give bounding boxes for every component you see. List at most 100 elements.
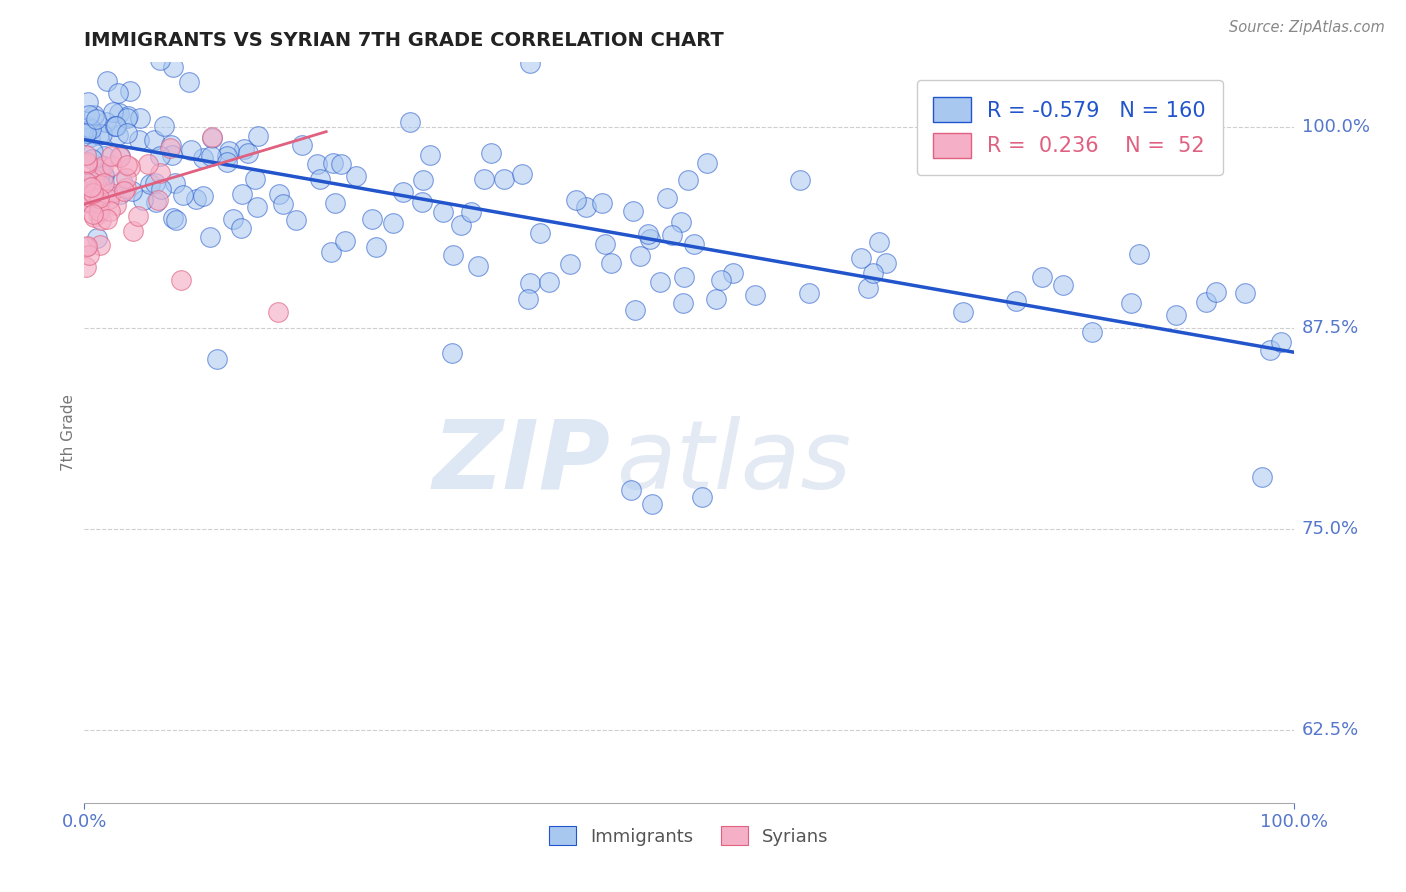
- Point: [76, 239, 98, 253]
- Point: [90, 213, 112, 227]
- Point: [145, 194, 167, 209]
- Point: [79, 190, 101, 204]
- Point: [868, 235, 890, 250]
- Point: [1119, 296, 1142, 310]
- Point: [83, 171, 105, 186]
- Point: [107, 86, 129, 100]
- Text: atlas: atlas: [616, 416, 852, 508]
- Point: [129, 111, 152, 125]
- Point: [797, 286, 820, 301]
- Point: [139, 178, 162, 192]
- Point: [789, 173, 811, 187]
- Point: [107, 128, 129, 142]
- Point: [91, 127, 114, 141]
- Point: [1005, 293, 1028, 308]
- Point: [637, 227, 659, 242]
- Point: [184, 192, 207, 206]
- Point: [75, 260, 97, 274]
- Point: [79, 195, 101, 210]
- Point: [600, 256, 623, 270]
- Point: [132, 193, 155, 207]
- Point: [82, 207, 104, 221]
- Point: [201, 129, 224, 144]
- Point: [673, 270, 696, 285]
- Point: [198, 230, 221, 244]
- Point: [305, 157, 328, 171]
- Text: 100.0%: 100.0%: [1302, 118, 1369, 136]
- Point: [115, 181, 138, 195]
- Point: [246, 128, 269, 143]
- Point: [650, 275, 672, 289]
- Point: [100, 186, 122, 201]
- Point: [160, 137, 183, 152]
- Point: [94, 186, 117, 201]
- Point: [77, 120, 100, 134]
- Point: [127, 209, 149, 223]
- Point: [77, 248, 100, 262]
- Point: [93, 169, 115, 183]
- Point: [267, 305, 290, 319]
- Text: Source: ZipAtlas.com: Source: ZipAtlas.com: [1229, 20, 1385, 35]
- Point: [236, 145, 259, 160]
- Point: [361, 211, 384, 226]
- Point: [163, 176, 186, 190]
- Point: [875, 256, 897, 270]
- Point: [94, 115, 117, 129]
- Point: [284, 213, 307, 227]
- Point: [89, 204, 111, 219]
- Text: 75.0%: 75.0%: [1302, 520, 1360, 538]
- Point: [229, 221, 252, 235]
- Point: [87, 207, 110, 221]
- Point: [89, 178, 111, 192]
- Point: [162, 60, 184, 74]
- Point: [77, 194, 100, 209]
- Point: [121, 184, 143, 198]
- Point: [218, 145, 240, 159]
- Point: [83, 108, 105, 122]
- Point: [671, 214, 693, 228]
- Point: [460, 205, 482, 219]
- Point: [1270, 334, 1292, 349]
- Point: [246, 200, 269, 214]
- Point: [661, 228, 683, 243]
- Point: [96, 74, 118, 88]
- Point: [136, 157, 159, 171]
- Point: [952, 305, 974, 319]
- Point: [104, 198, 127, 212]
- Point: [118, 160, 141, 174]
- Point: [153, 119, 176, 133]
- Point: [76, 157, 98, 171]
- Point: [510, 167, 533, 181]
- Point: [1250, 470, 1272, 484]
- Point: [217, 149, 239, 163]
- Point: [479, 146, 502, 161]
- Point: [159, 141, 181, 155]
- Point: [79, 129, 101, 144]
- Point: [75, 240, 97, 254]
- Point: [721, 266, 744, 280]
- Point: [565, 193, 588, 207]
- Point: [115, 112, 138, 126]
- Text: ZIP: ZIP: [433, 416, 610, 508]
- Point: [117, 109, 139, 123]
- Point: [111, 174, 134, 188]
- Point: [330, 157, 353, 171]
- Point: [90, 158, 112, 172]
- Point: [191, 189, 214, 203]
- Point: [148, 193, 170, 207]
- Point: [1164, 308, 1187, 322]
- Point: [215, 155, 238, 169]
- Point: [519, 276, 541, 290]
- Point: [344, 169, 367, 184]
- Point: [381, 216, 404, 230]
- Point: [856, 280, 879, 294]
- Point: [82, 145, 104, 159]
- Point: [105, 120, 128, 134]
- Point: [87, 196, 110, 211]
- Point: [1052, 278, 1074, 293]
- Point: [591, 196, 613, 211]
- Point: [450, 219, 472, 233]
- Point: [87, 169, 110, 184]
- Point: [441, 248, 464, 262]
- Point: [862, 266, 884, 280]
